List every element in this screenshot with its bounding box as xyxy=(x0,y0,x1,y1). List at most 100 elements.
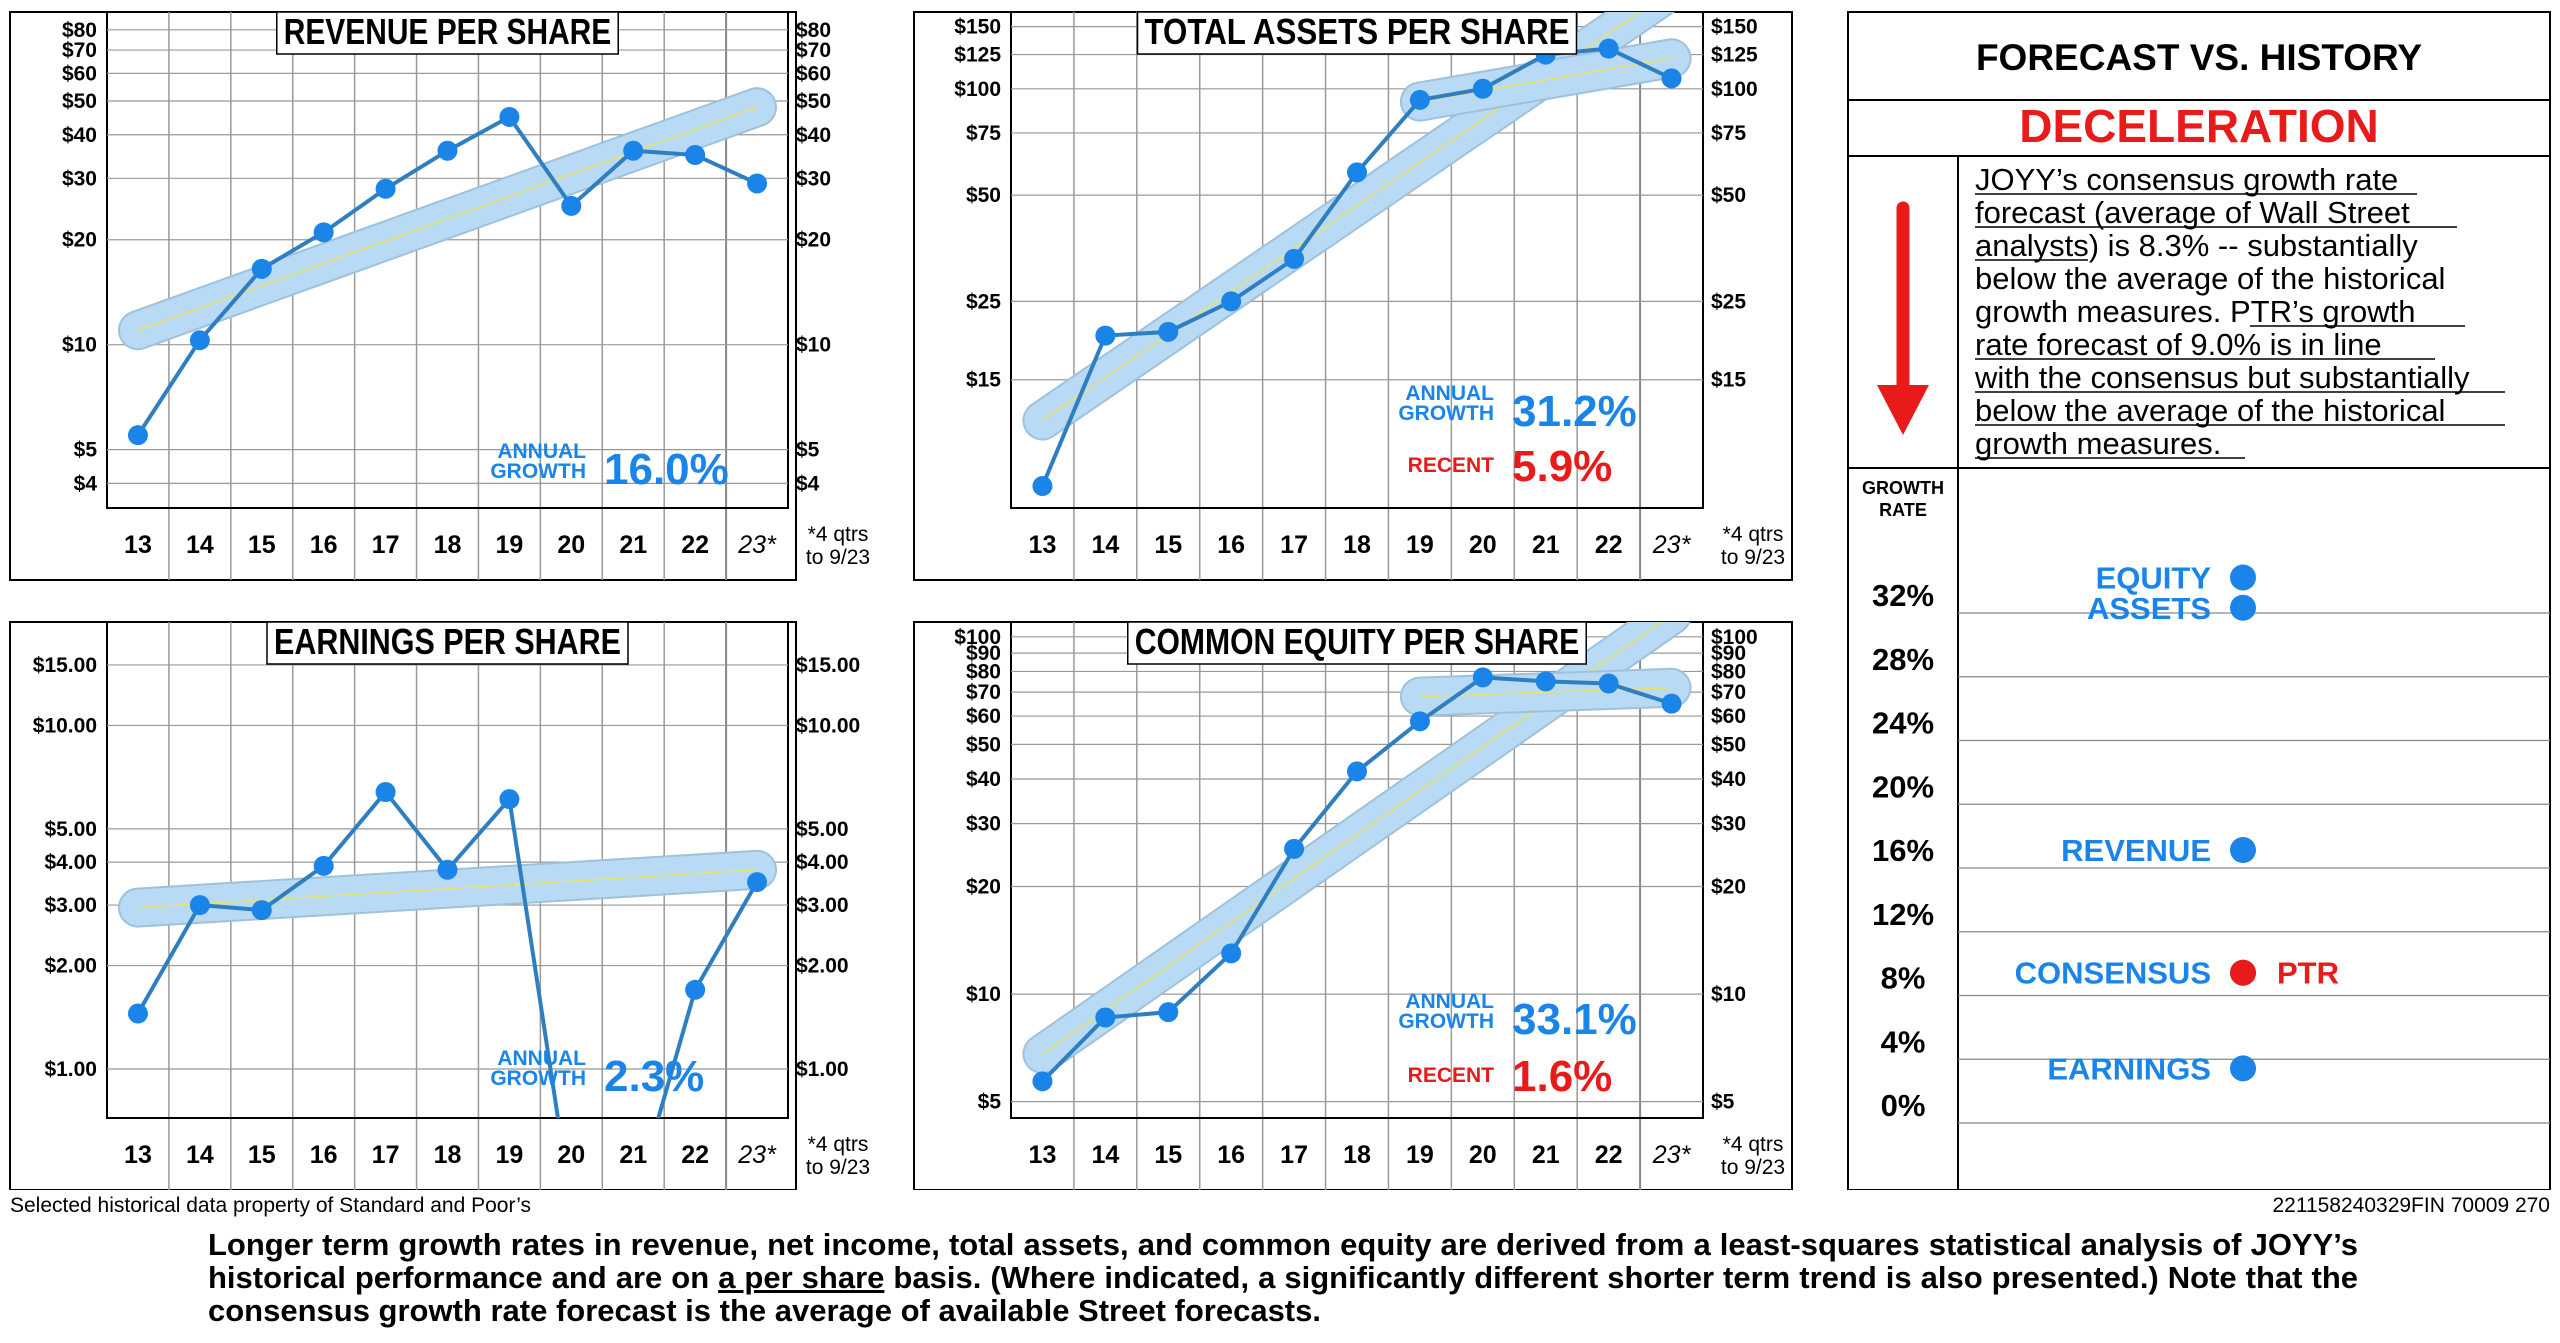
equity-tick-left: $60 xyxy=(966,705,1001,728)
assets-data-point xyxy=(1032,476,1053,497)
earnings-data-point xyxy=(251,900,272,921)
report-code: 221158240329FIN 70009 270 xyxy=(2272,1194,2550,1217)
revenue-category-label: 18 xyxy=(434,531,462,559)
growth-axis-tick: 24% xyxy=(1872,706,1934,741)
revenue-tick-left: $70 xyxy=(62,39,97,62)
earnings-data-point xyxy=(127,1003,148,1024)
assets-category-label: 21 xyxy=(1532,531,1560,559)
revenue-data-point xyxy=(437,140,458,161)
forecast-label-ptr: PTR xyxy=(2277,956,2339,991)
revenue-annual-label-2: GROWTH xyxy=(490,460,586,483)
equity-annual-label-2: GROWTH xyxy=(1398,1010,1494,1033)
growth-axis-tick: 8% xyxy=(1881,961,1926,996)
equity-category-label: 17 xyxy=(1280,1141,1308,1169)
assets-plot xyxy=(1022,12,1692,497)
equity-tick-right: $40 xyxy=(1711,768,1746,791)
revenue-category-label: 14 xyxy=(186,531,214,559)
revenue-category-label: 22 xyxy=(681,531,709,559)
footnote-part-1: Longer term growth rates in revenue, net… xyxy=(208,1227,2358,1295)
revenue-data-point xyxy=(313,222,334,243)
earnings-category-label: 22 xyxy=(681,1141,709,1169)
revenue-tick-left: $60 xyxy=(62,62,97,85)
equity-data-point xyxy=(1032,1071,1053,1092)
earnings-category-label: 18 xyxy=(434,1141,462,1169)
forecast-status: DECELERATION xyxy=(2019,100,2379,152)
equity-category-label: 22 xyxy=(1595,1141,1623,1169)
growth-axis-tick: 0% xyxy=(1881,1088,1926,1123)
earnings-category-label: 21 xyxy=(619,1141,647,1169)
revenue-tick-left: $80 xyxy=(62,19,97,42)
revenue-category-label: 21 xyxy=(619,531,647,559)
assets-tick-right: $25 xyxy=(1711,290,1746,313)
earnings-data-point xyxy=(499,789,520,810)
earnings-tick-right: $2.00 xyxy=(796,955,849,978)
equity-category-label: 20 xyxy=(1469,1141,1497,1169)
growth-axis-tick: 20% xyxy=(1872,769,1934,804)
equity-tick-left: $40 xyxy=(966,768,1001,791)
equity-tick-left: $50 xyxy=(966,733,1001,756)
footnote: Longer term growth rates in revenue, net… xyxy=(208,1228,2358,1327)
revenue-tick-right: $5 xyxy=(796,439,820,462)
assets-frame xyxy=(913,11,1793,581)
assets-data-point xyxy=(1347,162,1367,183)
equity-tick-left: $90 xyxy=(966,642,1001,665)
forecast-panel: FORECAST VS. HISTORY DECELERATION JOYY’s c… xyxy=(1847,11,2551,1190)
revenue-category-label: 19 xyxy=(496,531,524,559)
earnings-annual-label-2: GROWTH xyxy=(490,1067,586,1090)
equity-data-point xyxy=(1598,673,1619,694)
earnings-data-point xyxy=(189,895,210,916)
forecast-marker-earnings xyxy=(2230,1055,2256,1082)
forecast-label-consensus: CONSENSUS xyxy=(2015,956,2211,991)
equity-tick-right: $20 xyxy=(1711,876,1746,899)
forecast-text-line: forecast (average of Wall Street xyxy=(1975,195,2410,230)
earnings-tick-right: $1.00 xyxy=(796,1058,849,1081)
charts-canvas: $80 $80$70 $70$60 $60$50 $50$40 $40$30 $30$20 $… xyxy=(9,11,2551,1190)
equity-tick-left: $80 xyxy=(966,660,1001,683)
revenue-tick-right: $70 xyxy=(796,39,831,62)
earnings-data-point xyxy=(437,859,458,880)
forecast-text-line: analysts) is 8.3% -- substantially xyxy=(1975,228,2418,263)
earnings-tick-right: $15.00 xyxy=(796,654,860,677)
earnings-tick-right: $3.00 xyxy=(796,894,849,917)
equity-tick-left: $20 xyxy=(966,876,1001,899)
equity-recent-value: 1.6% xyxy=(1512,1052,1612,1101)
equity-frame xyxy=(913,621,1793,1190)
assets-tick-right: $150 xyxy=(1711,16,1758,39)
revenue-tick-right: $40 xyxy=(796,124,831,147)
revenue-category-label: 20 xyxy=(557,531,585,559)
earnings-plot xyxy=(117,782,778,1118)
assets-note-line1: *4 qtrs xyxy=(1723,523,1784,546)
equity-tick-right: $10 xyxy=(1711,983,1746,1006)
forecast-frame xyxy=(1847,11,2551,1190)
revenue-data-point xyxy=(499,106,520,127)
assets-annual-label-1: ANNUAL xyxy=(1405,382,1494,405)
equity-tick-left: $10 xyxy=(966,983,1001,1006)
revenue-data-point xyxy=(189,330,210,351)
equity-title: COMMON EQUITY PER SHARE xyxy=(1135,621,1580,662)
revenue-category-label: 16 xyxy=(310,531,338,559)
equity-note-line2: to 9/23 xyxy=(1721,1156,1785,1179)
assets-tick-left: $50 xyxy=(966,184,1001,207)
earnings-data-point xyxy=(747,872,768,893)
earnings-category-label: 16 xyxy=(310,1141,338,1169)
earnings-tick-left: $4.00 xyxy=(44,851,97,874)
earnings-title-box xyxy=(266,621,629,665)
assets-tick-left: $25 xyxy=(966,290,1001,313)
earnings-category-label: 15 xyxy=(248,1141,276,1169)
revenue-title: REVENUE PER SHARE xyxy=(284,11,612,52)
revenue-data-point xyxy=(251,258,272,279)
forecast-marker-equity xyxy=(2230,564,2256,591)
assets-data-point xyxy=(1409,89,1430,110)
growth-axis-tick: 32% xyxy=(1872,578,1934,613)
assets-tick-right: $50 xyxy=(1711,184,1746,207)
growth-rate-label-1: GROWTH xyxy=(1862,478,1944,498)
assets-title-box xyxy=(1136,11,1578,55)
equity-category-label: 14 xyxy=(1091,1141,1119,1169)
revenue-tick-right: $60 xyxy=(796,62,831,85)
earnings-category-label: 19 xyxy=(496,1141,524,1169)
assets-category-label: 22 xyxy=(1595,531,1623,559)
assets-data-point xyxy=(1598,38,1619,59)
equity-tick-right: $60 xyxy=(1711,705,1746,728)
equity-plot xyxy=(1022,622,1692,1092)
